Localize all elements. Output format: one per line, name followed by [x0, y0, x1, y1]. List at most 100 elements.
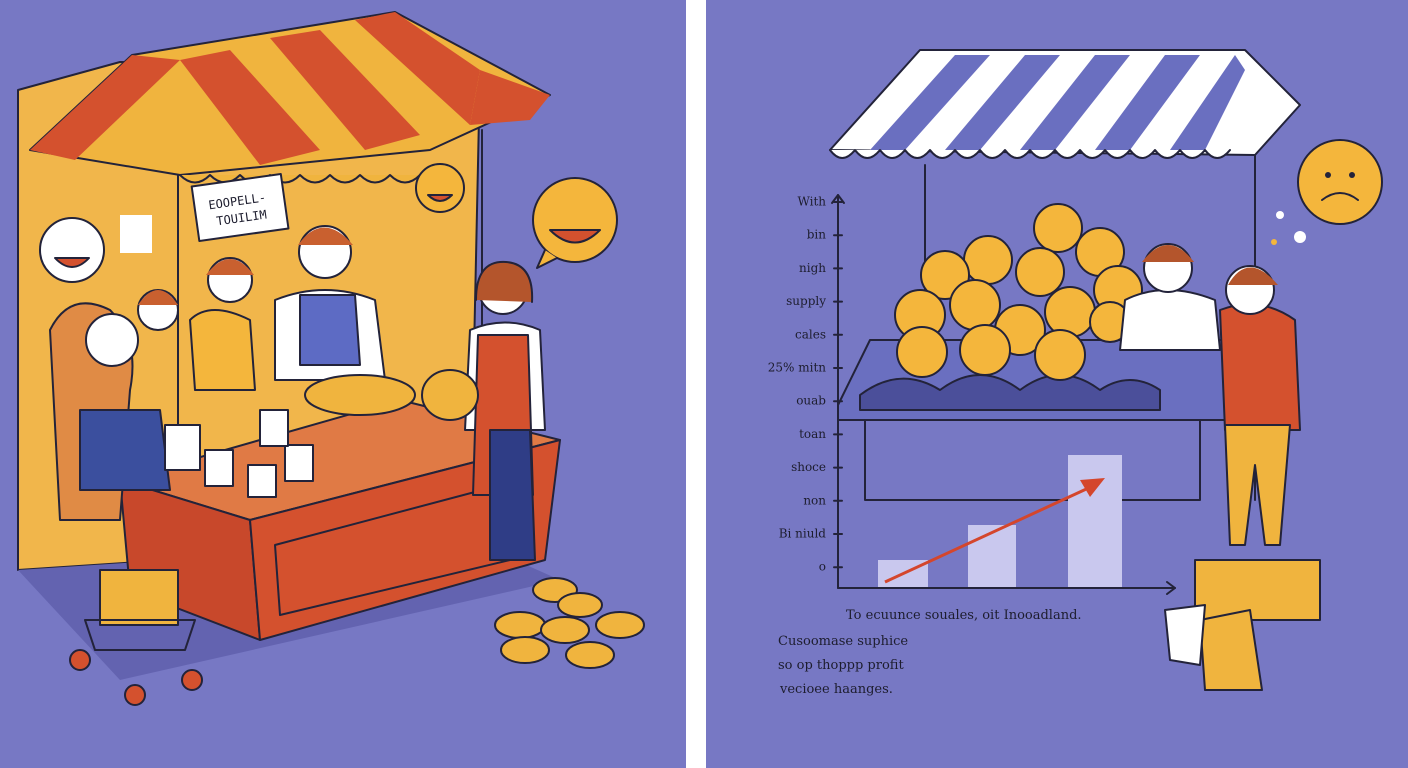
- bar-sketch: [1080, 478, 1105, 497]
- bar-sketch: [831, 194, 1176, 595]
- right-stall: [1020, 55, 1130, 150]
- stall-sign: [190, 172, 290, 242]
- sad-faces: [1271, 239, 1277, 245]
- bar-sketch: [1068, 455, 1122, 588]
- sad-faces: [1044, 286, 1096, 338]
- right-stall: [864, 419, 1201, 501]
- axis-label: supply: [786, 294, 826, 308]
- divider: [686, 0, 706, 768]
- bar-sketch: [968, 525, 1016, 588]
- note-line: Cusoomase suphice: [778, 634, 908, 649]
- bar-sketch: [884, 483, 1096, 584]
- right-people: [1219, 303, 1301, 431]
- left-people: [475, 260, 534, 303]
- sad-faces: [1321, 192, 1359, 201]
- left-emojis: [549, 229, 601, 244]
- left-goods: [84, 619, 196, 651]
- right-people: [1224, 424, 1291, 546]
- right-people: [1228, 267, 1278, 285]
- right-stall: [870, 55, 990, 150]
- left-goods: [595, 611, 645, 639]
- left-people: [206, 259, 254, 275]
- bar-sketch: [831, 194, 845, 204]
- axis-label: 25% mitn: [768, 361, 827, 375]
- axis-label: shoce: [791, 460, 826, 474]
- left-goods: [421, 369, 479, 421]
- axis-label: o: [819, 560, 826, 574]
- left-emojis: [415, 163, 465, 213]
- sad-faces: [1349, 172, 1355, 178]
- sad-faces: [894, 139, 1383, 381]
- axis-label: Bi niuld: [779, 527, 827, 541]
- left-stall: [180, 50, 320, 165]
- left-people: [85, 313, 139, 367]
- axis-label: cales: [795, 327, 826, 341]
- sad-faces: [963, 235, 1013, 285]
- left-stall: EOOPELL- TOUILIM: [17, 11, 561, 680]
- sad-faces: [1297, 139, 1383, 225]
- right-stall: [945, 55, 1060, 150]
- axis-label: nigh: [799, 261, 826, 275]
- left-goods: [69, 649, 91, 671]
- left-goods: [99, 569, 179, 626]
- axis-label: non: [803, 493, 826, 507]
- bar-sketch: [1166, 581, 1176, 595]
- right-people: [1194, 559, 1321, 621]
- axis-label: bin: [807, 228, 827, 242]
- left-goods: [164, 424, 201, 471]
- right-stall: [859, 374, 1161, 411]
- left-goods: [259, 409, 289, 447]
- left-people: [298, 227, 353, 245]
- sad-faces: [959, 324, 1011, 376]
- right-people: [1119, 289, 1221, 351]
- sad-faces: [1276, 211, 1284, 219]
- left-stall: [270, 30, 420, 150]
- left-emojis: [39, 163, 618, 283]
- right-stall: [829, 149, 1231, 159]
- sad-faces: [1294, 231, 1306, 243]
- left-people: [489, 429, 536, 561]
- sad-faces: [1033, 203, 1083, 253]
- left-people: [189, 309, 256, 391]
- sad-faces: [1034, 329, 1086, 381]
- right-stall: [1170, 55, 1245, 150]
- right-people: [1142, 245, 1194, 262]
- right-stall: [1095, 55, 1200, 150]
- left-stall: [355, 12, 480, 125]
- caption: To ecuunce souales, oit Inooadland.: [846, 608, 1082, 623]
- left-goods: [304, 374, 416, 416]
- left-goods: [124, 684, 146, 706]
- right-people: [1164, 604, 1206, 666]
- sad-faces: [896, 326, 948, 378]
- left-people: [299, 294, 361, 366]
- left-emojis: [54, 257, 90, 268]
- left-goods: [565, 641, 615, 669]
- left-emojis: [427, 194, 453, 202]
- left-goods: [540, 616, 590, 644]
- left-goods: [181, 669, 203, 691]
- left-people: [49, 225, 546, 561]
- left-emojis: [532, 177, 618, 263]
- left-stall: [120, 215, 152, 253]
- left-goods: [69, 369, 645, 706]
- note-line: vecioee haanges.: [779, 682, 893, 697]
- sad-faces: [1015, 247, 1065, 297]
- left-stall: [470, 70, 550, 125]
- left-goods: [500, 636, 550, 664]
- left-goods: [284, 444, 314, 482]
- left-stall: [179, 174, 421, 184]
- left-stall: [30, 55, 180, 160]
- left-goods: [204, 449, 234, 487]
- axis-labels: With bin nigh supply cales 25% mitn ouab toan sh…: [768, 195, 843, 574]
- note-line: so op thoppp profit: [778, 658, 904, 673]
- axis-label: ouab: [796, 394, 826, 408]
- right-people: [1119, 243, 1321, 691]
- sign-line: TOUILIM: [216, 207, 268, 228]
- left-emojis: [39, 217, 105, 283]
- left-goods: [494, 611, 546, 639]
- axis-label: With: [797, 195, 826, 209]
- left-goods: [557, 592, 603, 618]
- right-people: [1199, 609, 1263, 691]
